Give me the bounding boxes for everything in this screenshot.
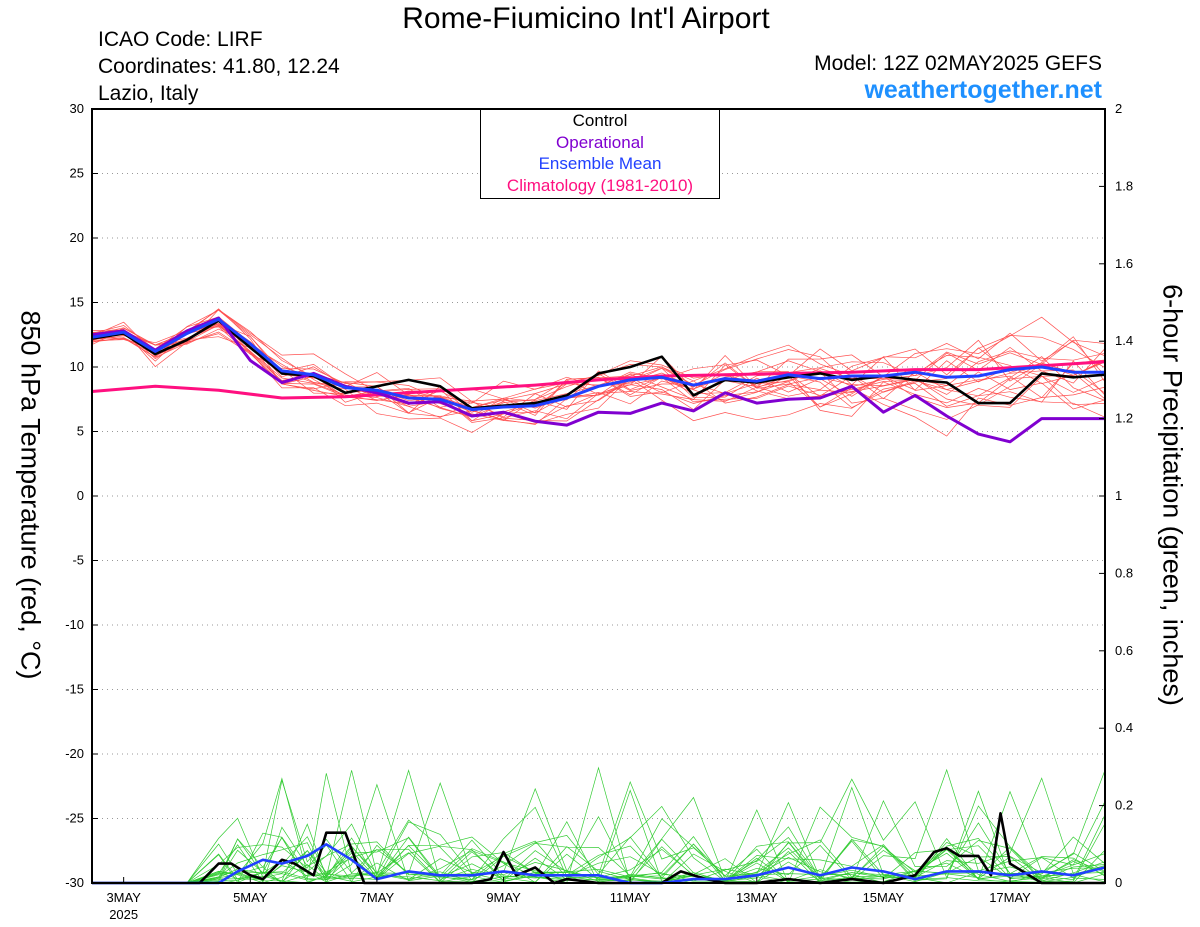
model-run: Model: 12Z 02MAY2025 GEFS [814, 52, 1102, 75]
y-left-tick-label: -15 [65, 682, 84, 697]
climatology-line [91, 360, 1106, 400]
control-line [91, 319, 1106, 410]
ensemble-mean-precip-line [92, 842, 1106, 885]
y-right-tick-label: 0.8 [1115, 565, 1133, 580]
y-right-tick-label: 1.2 [1115, 411, 1133, 426]
temperature-member-line [91, 329, 1106, 418]
y-left-tick-label: 30 [70, 101, 84, 116]
y-left-tick-label: -25 [65, 811, 84, 826]
x-tick-label: 15MAY [863, 890, 905, 905]
icao-code: ICAO Code: LIRF [98, 28, 263, 51]
precip-member-line [92, 801, 1106, 884]
legend-climatology: Climatology (1981-2010) [506, 175, 694, 195]
x-tick-label: 5MAY [233, 890, 268, 905]
region: Lazio, Italy [98, 82, 199, 105]
legend: Control Operational Ensemble Mean Climat… [480, 109, 720, 199]
legend-ensemble-mean: Ensemble Mean [538, 154, 662, 173]
y-left-tick-label: -10 [65, 617, 84, 632]
precip-member-line [92, 766, 1106, 884]
y-left-tick-label: 25 [70, 166, 84, 181]
y-left-tick-label: 0 [77, 488, 84, 503]
y-right-tick-label: 0 [1115, 875, 1122, 890]
x-tick-sublabel: 2025 [109, 907, 138, 922]
legend-control: Control [572, 111, 628, 130]
y-left-tick-label: -5 [72, 553, 84, 568]
x-tick-label: 7MAY [360, 890, 395, 905]
temperature-member-line [91, 323, 1106, 416]
y-left-tick-label: -20 [65, 746, 84, 761]
x-tick-label: 17MAY [989, 890, 1031, 905]
y-right-tick-label: 1.6 [1115, 256, 1133, 271]
y-right-tick-label: 0.6 [1115, 643, 1133, 658]
temperature-member-line [91, 316, 1106, 421]
y-right-tick-label: 2 [1115, 101, 1122, 116]
site-link[interactable]: weathertogether.net [864, 76, 1102, 104]
precip-members [92, 766, 1106, 884]
y-left-tick-label: 5 [77, 424, 84, 439]
y-right-tick-label: 0.2 [1115, 798, 1133, 813]
operational-line [91, 316, 1105, 444]
y-left-tick-label: -30 [65, 875, 84, 890]
precip-member-line [92, 815, 1106, 884]
precip-member-line [92, 777, 1106, 884]
y-left-tick-label: 20 [70, 230, 84, 245]
precip-member-line [92, 782, 1106, 884]
control-precip-line [92, 811, 1105, 885]
y-right-tick-label: 1 [1115, 488, 1122, 503]
x-tick-label: 13MAY [736, 890, 778, 905]
x-tick-label: 3MAY [106, 890, 141, 905]
x-tick-label: 9MAY [486, 890, 521, 905]
chart-title: Rome-Fiumicino Int'l Airport [402, 2, 770, 35]
y-right-tick-label: 0.4 [1115, 720, 1133, 735]
coordinates: Coordinates: 41.80, 12.24 [98, 55, 340, 78]
y-left-tick-label: 10 [70, 359, 84, 374]
x-tick-label: 11MAY [610, 890, 651, 905]
ensemble-mean-line [91, 317, 1105, 412]
y-right-tick-label: 1.4 [1115, 333, 1133, 348]
precip-member-line [92, 806, 1106, 884]
temperature-member-line [91, 309, 1106, 417]
temperature-member-line [91, 326, 1106, 437]
legend-operational: Operational [556, 132, 644, 152]
y-right-tick-label: 1.8 [1115, 178, 1133, 193]
temperature-member-line [91, 309, 1106, 422]
y-left-tick-label: 15 [70, 295, 84, 310]
